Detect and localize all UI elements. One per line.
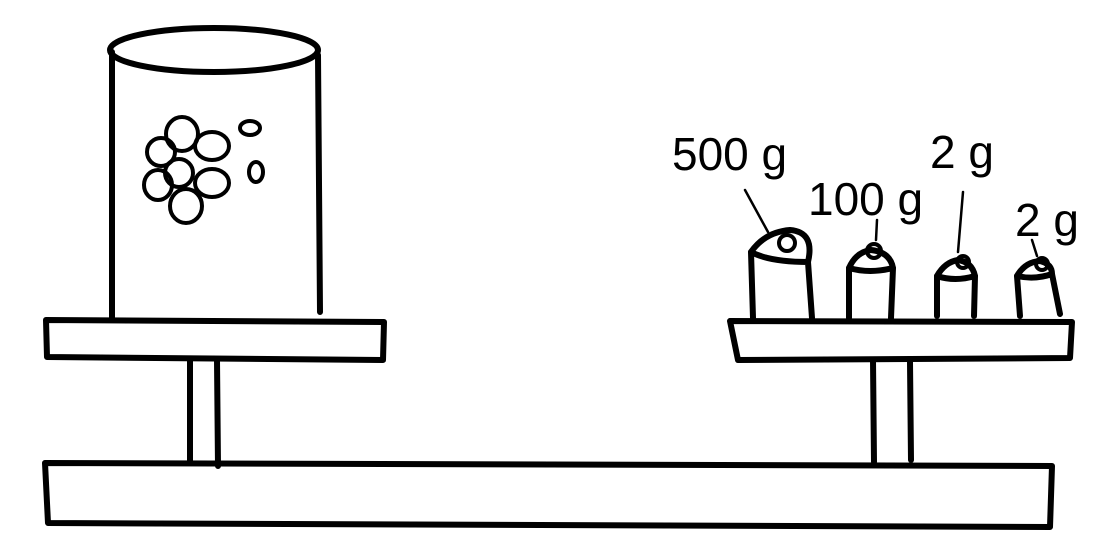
weight-500g — [748, 227, 815, 321]
balance-base — [42, 460, 1055, 530]
weight-label-100g: 100 g — [808, 173, 923, 225]
right-pan — [727, 318, 1075, 363]
flower-icon — [142, 115, 265, 225]
left-pan — [43, 317, 387, 363]
weight-label-2g-second: 2 g — [1015, 194, 1079, 246]
flower-jar — [107, 25, 323, 321]
weight-2g-first — [934, 254, 978, 319]
weight-2g-second — [1014, 256, 1063, 319]
weight-label-2g-first: 2 g — [930, 126, 994, 178]
weight-label-500g: 500 g — [672, 128, 787, 180]
left-pillar — [187, 357, 221, 469]
weight-100g — [846, 242, 896, 321]
right-pillar — [870, 357, 914, 465]
label-leaders — [743, 188, 1039, 258]
